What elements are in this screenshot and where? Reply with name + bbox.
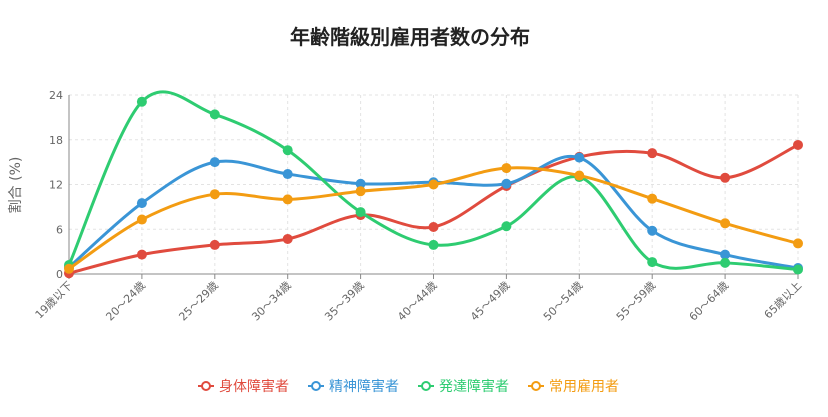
data-point	[355, 178, 366, 189]
data-point	[647, 257, 658, 268]
legend-marker	[421, 381, 431, 391]
legend-item: 発達障害者	[418, 379, 509, 395]
data-point	[720, 249, 731, 260]
data-point	[574, 170, 585, 181]
data-point	[209, 189, 220, 200]
data-point	[64, 263, 74, 274]
x-tick-label: 30～34歳	[249, 279, 294, 324]
data-point	[720, 257, 731, 268]
legend-label: 常用雇用者	[549, 378, 619, 395]
series-常用雇用者	[64, 163, 803, 274]
data-point	[720, 218, 731, 229]
data-point	[720, 172, 731, 183]
data-point	[136, 96, 147, 107]
data-point	[209, 109, 220, 120]
y-tick-label: 12	[49, 179, 63, 192]
axes: 0 6 12 18 24 19歳以下 20～24歳 25～29歳 30～34歳 35～39歳 40～…	[33, 89, 804, 323]
x-tick-label: 40～44歳	[395, 279, 440, 324]
data-point	[428, 222, 439, 233]
x-tick-label: 45～49歳	[468, 279, 513, 324]
x-tick-label: 19歳以下	[33, 279, 75, 321]
legend-item: 常用雇用者	[528, 378, 619, 395]
legend-item: 身体障害者	[198, 379, 289, 395]
legend-marker	[311, 381, 321, 391]
data-point	[501, 221, 512, 232]
y-tick-label: 0	[56, 268, 63, 281]
x-tick-label: 25～29歳	[176, 279, 221, 324]
legend-label: 精神障害者	[329, 379, 399, 395]
data-point	[793, 264, 803, 275]
y-tick-label: 6	[56, 223, 63, 236]
data-point	[282, 145, 293, 156]
data-point	[501, 178, 512, 189]
x-tick-label: 20～24歳	[103, 279, 148, 324]
legend-label: 発達障害者	[439, 379, 509, 395]
x-tick-label: 65歳以上	[762, 279, 804, 321]
data-point	[282, 169, 293, 180]
data-point	[282, 233, 293, 244]
legend-marker	[201, 381, 211, 391]
data-point	[209, 239, 220, 250]
series-group	[64, 90, 803, 279]
x-tick-label: 55～59歳	[614, 279, 659, 324]
data-point	[647, 148, 658, 159]
chart-title: 年齢階級別雇用者数の分布	[290, 25, 530, 49]
y-tick-label: 18	[49, 134, 63, 147]
data-point	[793, 139, 803, 150]
x-tick-label: 35～39歳	[322, 279, 367, 324]
y-tick-label: 24	[49, 89, 63, 102]
data-point	[647, 193, 658, 204]
data-point	[136, 214, 147, 225]
data-point	[647, 225, 658, 236]
legend-marker	[531, 381, 541, 391]
legend-label: 身体障害者	[219, 379, 289, 395]
data-point	[574, 152, 585, 163]
data-point	[428, 179, 439, 190]
data-point	[136, 249, 147, 260]
legend-item: 精神障害者	[308, 379, 399, 395]
data-point	[209, 157, 220, 168]
legend: 身体障害者 精神障害者 発達障害者 常用雇用者	[198, 378, 619, 395]
data-point	[355, 186, 366, 197]
y-axis-label: 割合 (%)	[7, 157, 24, 214]
data-point	[428, 239, 439, 250]
data-point	[136, 198, 147, 209]
data-point	[501, 163, 512, 174]
x-tick-label: 60～64歳	[687, 279, 732, 324]
data-point	[355, 207, 366, 218]
data-point	[282, 194, 293, 205]
grid	[69, 94, 799, 274]
x-tick-label: 50～54歳	[541, 279, 586, 324]
data-point	[793, 238, 803, 249]
